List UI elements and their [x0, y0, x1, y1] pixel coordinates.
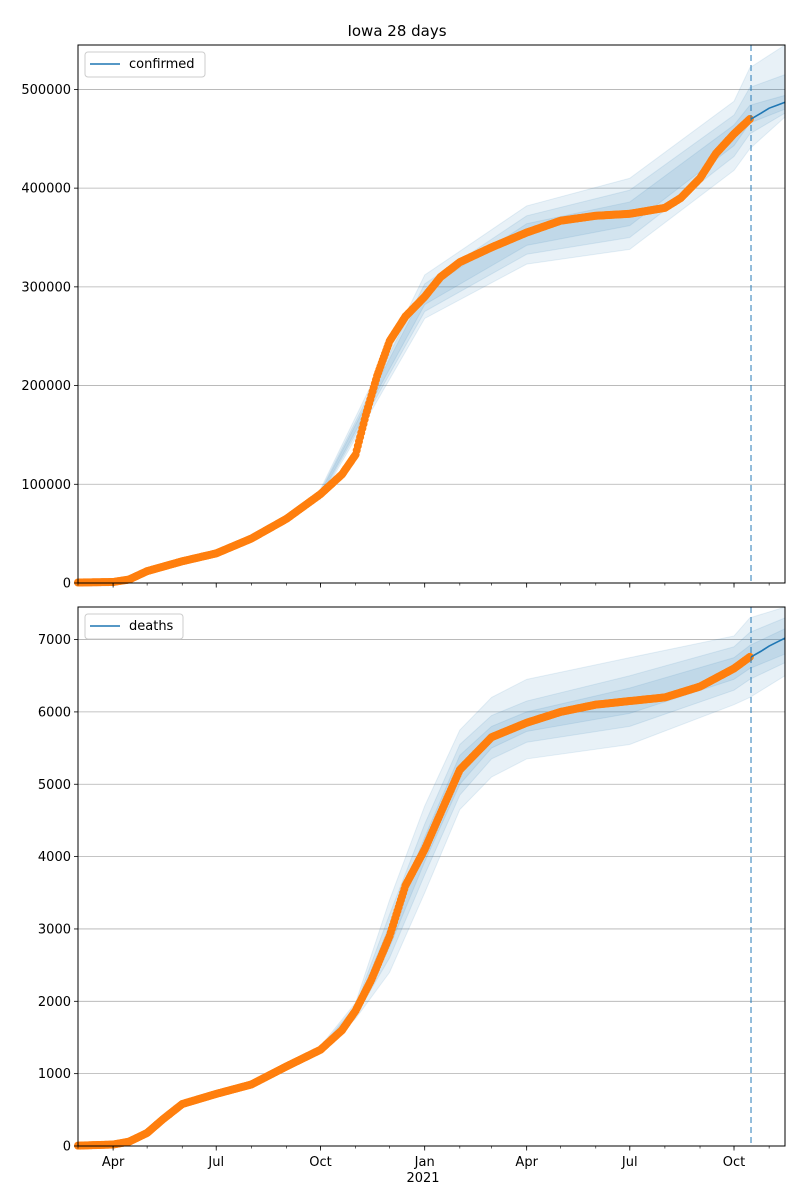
deaths-forecast-series — [750, 637, 786, 658]
deaths-y-axis: 0 1000 2000 3000 4000 5000 6000 7000 — [38, 633, 78, 1155]
confirmed-x-axis — [77, 583, 770, 588]
confirmed-forecast-line — [750, 101, 786, 120]
deaths-y-tick-label: 3000 — [38, 922, 71, 937]
confirmed-uncertainty-bands — [319, 44, 786, 501]
deaths-legend-label: deaths — [129, 619, 174, 634]
deaths-x-tick-label: Oct — [309, 1155, 331, 1170]
deaths-y-tick-label: 5000 — [38, 778, 71, 793]
confirmed-y-tick-label: 0 — [63, 577, 71, 592]
deaths-legend: deaths — [84, 613, 184, 640]
confirmed-panel: 0 100000 200000 300000 400000 500000 confirme… — [21, 44, 786, 592]
confirmed-y-tick-label: 100000 — [21, 478, 71, 493]
deaths-x-tick-label: Apr — [515, 1155, 538, 1170]
deaths-y-tick-label: 2000 — [38, 995, 71, 1010]
deaths-x-tick-label: Jan — [414, 1155, 435, 1170]
confirmed-observed-point — [745, 115, 754, 124]
deaths-x-tick-label: Jul — [621, 1155, 638, 1170]
deaths-panel: 0 1000 2000 3000 4000 5000 6000 7000 Apr Jul Oct J… — [38, 606, 786, 1170]
deaths-forecast-line — [750, 637, 786, 658]
deaths-axes-frame — [77, 606, 786, 1147]
confirmed-band-middle — [319, 73, 786, 500]
deaths-y-tick-label: 1000 — [38, 1067, 71, 1082]
deaths-x-axis: Apr Jul Oct Jan Apr Jul Oct — [77, 1146, 770, 1170]
confirmed-y-tick-label: 300000 — [21, 280, 71, 295]
deaths-legend-box — [84, 613, 184, 640]
deaths-observed-point — [745, 652, 754, 661]
deaths-y-tick-label: 7000 — [38, 633, 71, 648]
confirmed-y-tick-label: 400000 — [21, 182, 71, 197]
confirmed-legend: confirmed — [84, 51, 206, 78]
deaths-y-tick-label: 0 — [63, 1140, 71, 1155]
confirmed-band-outer — [319, 44, 786, 501]
deaths-y-tick-label: 6000 — [38, 705, 71, 720]
confirmed-axes-frame — [77, 44, 786, 584]
confirmed-y-tick-label: 200000 — [21, 379, 71, 394]
confirmed-legend-label: confirmed — [129, 57, 195, 72]
deaths-x-tick-label: Apr — [102, 1155, 125, 1170]
chart-title: Iowa 28 days — [347, 22, 446, 40]
deaths-x-tick-label: Jul — [207, 1155, 224, 1170]
confirmed-legend-box — [84, 51, 206, 78]
confirmed-forecast-series — [750, 101, 786, 120]
confirmed-y-tick-label: 500000 — [21, 83, 71, 98]
deaths-observed-points — [74, 652, 754, 1150]
x-year-label: 2021 — [406, 1171, 439, 1186]
confirmed-observed-points — [74, 115, 754, 587]
confirmed-y-axis: 0 100000 200000 300000 400000 500000 — [21, 83, 78, 592]
deaths-x-tick-label: Oct — [723, 1155, 745, 1170]
deaths-y-tick-label: 4000 — [38, 850, 71, 865]
